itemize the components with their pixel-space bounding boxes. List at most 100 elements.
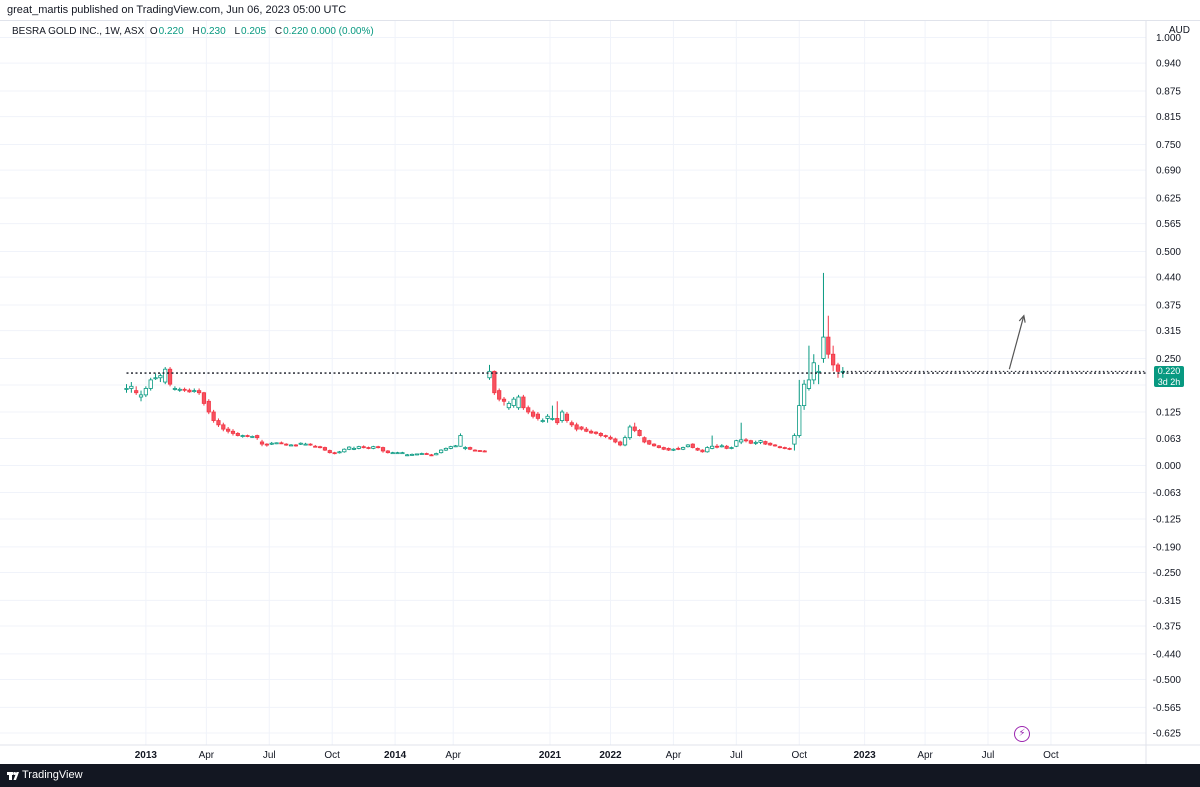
candle-down (492, 370, 497, 394)
candle-up (143, 388, 148, 396)
candle-down (661, 447, 666, 450)
candle-down (472, 449, 478, 452)
candle-down (613, 438, 618, 443)
candle-down (201, 392, 207, 404)
footer-brand[interactable]: TradingView (22, 769, 83, 781)
price-axis[interactable]: 1.000 0.940 0.875 0.815 0.750 0.690 0.625 0.565… (1145, 21, 1182, 765)
candle-up (303, 443, 308, 446)
candle-down (530, 411, 536, 417)
candle-down (768, 442, 773, 446)
high-value: 0.230 (200, 26, 226, 37)
candle-down (259, 441, 265, 445)
candle-down (555, 418, 560, 424)
arrow-head (1018, 314, 1026, 323)
candle-down (167, 368, 173, 385)
candle-up (298, 442, 303, 445)
candle-up (400, 452, 405, 455)
candle-down (763, 441, 768, 445)
last-price-label: 0.220 3d 2h (1154, 366, 1184, 387)
candle-down (235, 432, 240, 436)
candle-up (453, 445, 458, 448)
candle-up (458, 435, 463, 447)
currency-label[interactable]: AUD (1168, 25, 1190, 36)
candle-up (506, 403, 511, 409)
candle-up (550, 418, 555, 420)
candle-down (700, 449, 705, 453)
y-tick-label: 0.250 (1156, 354, 1181, 365)
candle-down (608, 436, 613, 440)
candle-up (129, 385, 134, 389)
candle-down (376, 446, 381, 449)
time-axis[interactable]: 2013 Apr Jul Oct 2014 Apr 2021 2022 Apr Jul Oct 202… (0, 744, 1200, 761)
candle-down (187, 389, 192, 393)
candle-up (158, 375, 163, 379)
x-tick-label: 2022 (599, 750, 622, 761)
candle-up (753, 441, 758, 444)
candle-down (676, 447, 681, 450)
candle-up (177, 388, 182, 391)
candlestick-chart[interactable]: 1.000 0.940 0.875 0.815 0.750 0.690 0.625 0.565… (0, 21, 1200, 765)
x-tick-label: 2013 (135, 750, 158, 761)
candle-up (516, 396, 521, 409)
candle-up (347, 446, 352, 450)
candle-down (293, 444, 299, 447)
candle-up (172, 388, 177, 390)
candle-up (448, 446, 453, 449)
flash-icon[interactable]: ⚡ (1014, 726, 1030, 742)
candle-layer (124, 272, 845, 457)
candle-down (230, 430, 236, 434)
candle-down (501, 398, 507, 402)
y-tick-label: 0.315 (1156, 326, 1181, 337)
candle-down (245, 435, 250, 437)
candle-down (584, 428, 589, 432)
close-value: 0.220 0.000 (0.00%) (283, 26, 374, 37)
low-label: L (234, 26, 241, 37)
y-tick-label: 1.000 (1156, 33, 1181, 44)
candle-up (758, 440, 763, 443)
candle-up (560, 411, 565, 421)
candle-down (380, 447, 386, 452)
candle-down (196, 390, 202, 394)
x-tick-label: 2014 (384, 750, 407, 761)
y-tick-label: 0.125 (1156, 408, 1181, 419)
x-tick-label: Jul (263, 750, 276, 761)
low-value: 0.205 (241, 26, 267, 37)
candle-up (443, 447, 449, 451)
open-label: O (149, 26, 158, 37)
x-tick-label: Apr (445, 750, 461, 761)
candle-down (226, 428, 231, 432)
chart-pane[interactable]: 1.000 0.940 0.875 0.815 0.750 0.690 0.625 0.565… (0, 20, 1200, 765)
symbol-name: BESRA GOLD INC., 1W, ASX (12, 26, 145, 37)
x-tick-label: Oct (324, 750, 340, 761)
candle-down (255, 435, 260, 439)
x-tick-label: Jul (730, 750, 743, 761)
candle-up (821, 336, 826, 359)
publish-info: great_martis published on TradingView.co… (7, 4, 347, 16)
open-value: 0.220 (158, 26, 184, 37)
y-tick-label: 0.625 (1156, 194, 1181, 205)
y-tick-label: -0.190 (1153, 542, 1182, 553)
candle-down (429, 454, 434, 457)
candle-down (618, 441, 623, 446)
y-tick-label: 0.000 (1156, 461, 1181, 472)
candle-up (371, 446, 376, 449)
candle-down (211, 411, 216, 421)
candle-up (274, 442, 279, 445)
candle-up (414, 453, 420, 456)
grid-layer (0, 21, 1146, 745)
y-tick-label: -0.625 (1153, 729, 1182, 740)
x-tick-label: Apr (199, 750, 215, 761)
candle-down (690, 443, 695, 448)
y-tick-label: 0.940 (1156, 59, 1181, 70)
candle-down (787, 447, 792, 450)
candle-down (322, 447, 328, 451)
candle-up (816, 370, 821, 373)
y-tick-label: 0.565 (1156, 219, 1181, 230)
close-label: C (274, 26, 283, 37)
last-price-value: 0.220 (1157, 366, 1181, 376)
candle-down (598, 432, 603, 436)
y-tick-label: -0.063 (1153, 488, 1182, 499)
candle-up (163, 368, 168, 383)
y-tick-label: 0.815 (1156, 112, 1181, 123)
candle-up (487, 370, 492, 379)
